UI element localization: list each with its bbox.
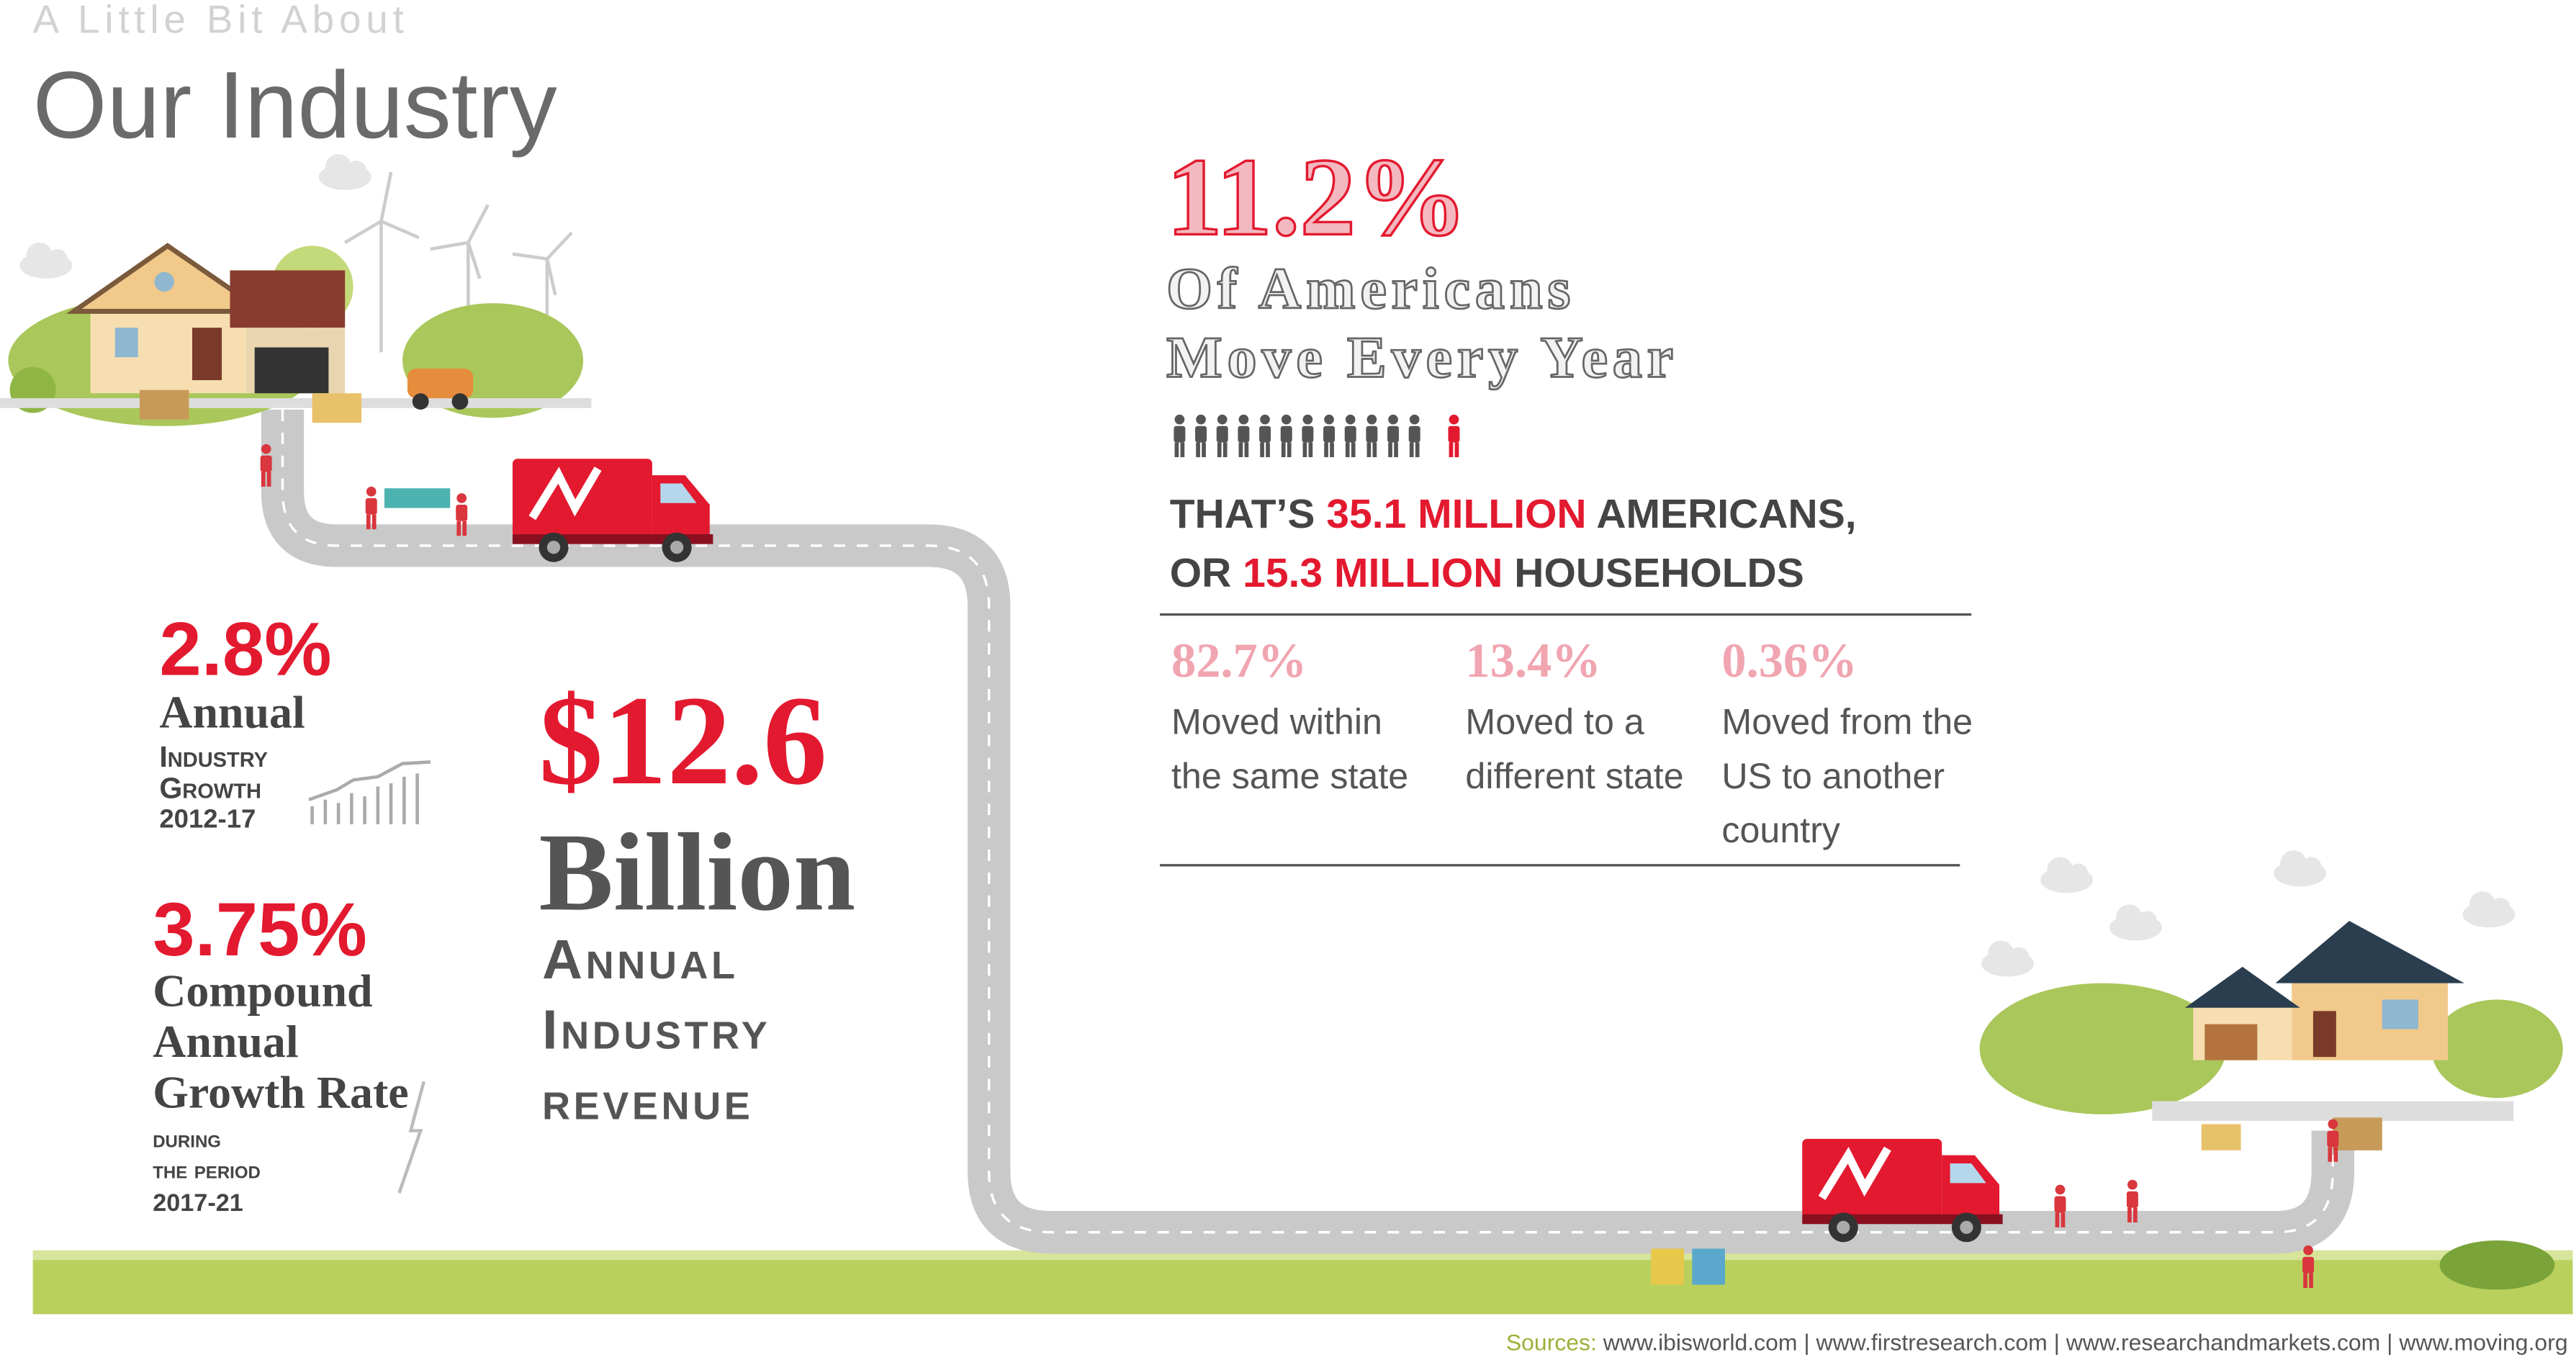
sources: Sources: www.ibisworld.com | www.firstre… <box>1506 1330 2568 1356</box>
cagr-icon <box>397 1081 425 1194</box>
breakdown-text: the same state <box>1171 756 1408 796</box>
growth-stat: 2.8% <box>159 608 331 692</box>
detail-text: AMERICANS, <box>1587 491 1857 537</box>
source-link: www.moving.org <box>2398 1330 2567 1356</box>
movers <box>260 443 2339 1289</box>
cagr-stat: 3.75% <box>153 888 367 972</box>
detail-highlight: 35.1 MILLION <box>1326 491 1586 537</box>
detail-text: HOUSEHOLDS <box>1503 550 1803 596</box>
headline-stat: 11.2% <box>1166 135 1467 259</box>
breakdown: 82.7% Moved within the same state 13.4% … <box>1171 633 1973 850</box>
sources-label: Sources: <box>1506 1330 1597 1356</box>
source-link: www.firstresearch.com <box>1816 1330 2048 1356</box>
road-marking <box>281 410 2334 1234</box>
kicker: A Little Bit About <box>33 0 409 42</box>
growth-text: Growth <box>159 772 261 805</box>
headline-text: Of Americans <box>1166 256 1575 321</box>
cagr-block: 3.75% Compound Annual Growth Rate during… <box>153 888 425 1217</box>
revenue-stat: $12.6 <box>539 670 827 811</box>
revenue-text: revenue <box>542 1070 753 1132</box>
breakdown-stat: 13.4% <box>1465 633 1600 688</box>
breakdown-text: country <box>1721 810 1840 850</box>
growth-text: 2012-17 <box>159 803 256 833</box>
revenue-text: Annual <box>542 929 739 991</box>
cagr-text: Growth Rate <box>153 1067 408 1118</box>
detail-line: THAT’S 35.1 MILLION AMERICANS, <box>1170 491 1857 537</box>
breakdown-text: US to another <box>1721 756 1945 796</box>
detail-text: OR <box>1170 550 1243 596</box>
detail-highlight: 15.3 MILLION <box>1243 550 1503 596</box>
cagr-period: 2017-21 <box>153 1189 243 1217</box>
house-scene-right <box>1651 921 2563 1290</box>
cagr-period: the period <box>153 1157 261 1184</box>
breakdown-stat: 82.7% <box>1171 633 1307 688</box>
people-row <box>1174 414 1460 458</box>
grass <box>32 1258 2573 1315</box>
revenue-text: Industry <box>542 999 770 1061</box>
cagr-text: Annual <box>153 1016 298 1067</box>
detail-text: THAT’S <box>1170 491 1327 537</box>
revenue-unit: Billion <box>539 810 855 934</box>
cagr-period: during <box>153 1125 221 1153</box>
growth-text: Annual <box>159 687 305 738</box>
detail-line: OR 15.3 MILLION HOUSEHOLDS <box>1170 550 1804 596</box>
source-link: www.ibisworld.com <box>1603 1330 1798 1356</box>
page-title: Our Industry <box>33 52 557 158</box>
house-scene-left <box>0 243 592 426</box>
breakdown-text: Moved within <box>1171 702 1382 742</box>
revenue-block: $12.6 Billion Annual Industry revenue <box>539 670 855 1131</box>
growth-icon <box>308 760 431 824</box>
source-link: www.researchandmarkets.com <box>2066 1330 2381 1356</box>
breakdown-stat: 0.36% <box>1721 633 1857 688</box>
breakdown-text: Moved to a <box>1465 702 1644 742</box>
breakdown-text: different state <box>1465 756 1683 796</box>
growth-block: 2.8% Annual Industry Growth 2012-17 <box>159 608 431 833</box>
cagr-text: Compound <box>153 965 372 1017</box>
headline-text: Move Every Year <box>1166 325 1678 390</box>
growth-text: Industry <box>159 740 268 773</box>
breakdown-text: Moved from the <box>1721 702 1973 742</box>
